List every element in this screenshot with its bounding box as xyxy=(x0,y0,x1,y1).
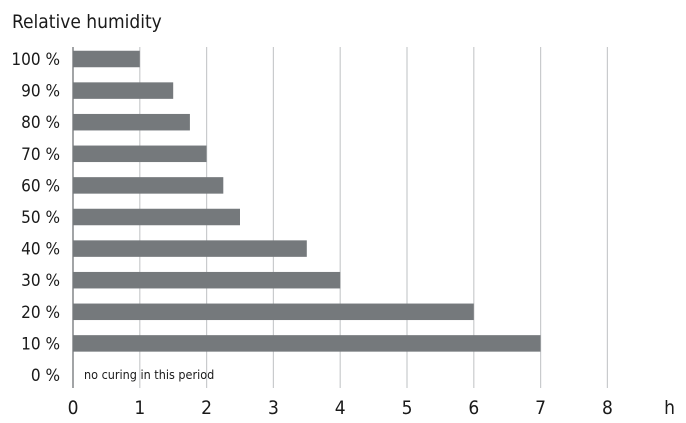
bar-90-percent xyxy=(73,82,174,99)
bars xyxy=(73,50,541,352)
category-label-50-percent: 50 % xyxy=(21,208,60,228)
x-axis-unit: h xyxy=(664,397,675,419)
category-label-0-percent: 0 % xyxy=(31,366,60,386)
x-tick-label-3: 3 xyxy=(268,397,279,419)
bar-20-percent xyxy=(73,303,474,321)
bar-60-percent xyxy=(73,177,224,194)
x-tick-label-6: 6 xyxy=(468,397,479,419)
bar-30-percent xyxy=(73,271,341,289)
bar-70-percent xyxy=(73,145,207,163)
x-tick-label-1: 1 xyxy=(134,397,145,419)
chart-title: Relative humidity xyxy=(12,11,162,33)
category-label-60-percent: 60 % xyxy=(21,176,60,196)
category-label-30-percent: 30 % xyxy=(21,271,60,291)
x-tick-label-7: 7 xyxy=(535,397,546,419)
grid xyxy=(72,47,609,388)
category-label-90-percent: 90 % xyxy=(21,82,60,102)
bar-10-percent xyxy=(73,335,541,352)
category-label-40-percent: 40 % xyxy=(21,240,60,260)
category-label-20-percent: 20 % xyxy=(21,303,60,323)
bar-80-percent xyxy=(73,113,190,131)
category-label-80-percent: 80 % xyxy=(21,113,60,133)
bar-100-percent xyxy=(73,50,140,68)
category-label-100-percent: 100 % xyxy=(11,50,60,70)
bar-50-percent xyxy=(73,208,240,226)
x-tick-label-2: 2 xyxy=(201,397,212,419)
x-tick-label-4: 4 xyxy=(335,397,346,419)
x-tick-label-5: 5 xyxy=(402,397,413,419)
no-curing-annotation: no curing in this period xyxy=(84,367,214,382)
x-tick-labels: 0 1 2 3 4 5 6 7 8 h xyxy=(68,397,675,419)
bar-40-percent xyxy=(73,240,307,257)
category-labels: 100 % 90 % 80 % 70 % 60 % 50 % 40 % 30 % 20 % 10 … xyxy=(11,50,60,386)
x-tick-label-8: 8 xyxy=(602,397,613,419)
x-tick-label-0: 0 xyxy=(68,397,79,419)
category-label-70-percent: 70 % xyxy=(21,145,60,165)
category-label-10-percent: 10 % xyxy=(21,334,60,354)
